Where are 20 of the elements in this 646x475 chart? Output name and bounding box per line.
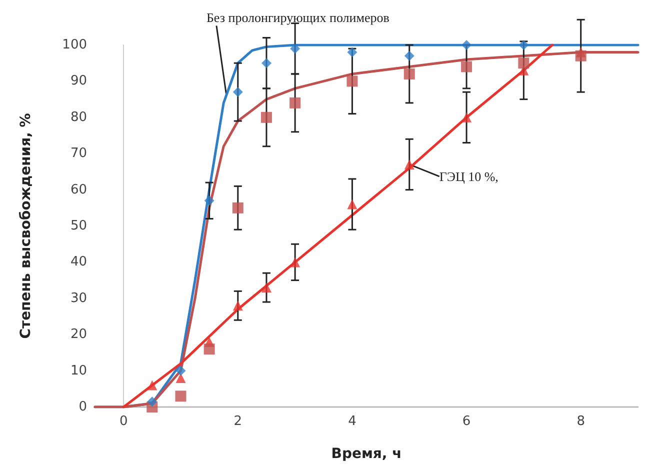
y-tick-label: 40 bbox=[70, 254, 87, 270]
y-tick-label: 80 bbox=[70, 110, 87, 125]
y-axis-title: Степень высвобождения, % bbox=[18, 113, 34, 339]
y-tick-label: 60 bbox=[70, 182, 87, 198]
x-axis-title: Время, ч bbox=[331, 446, 402, 462]
annotation: ГЭЦ 10 %, bbox=[439, 168, 498, 184]
y-tick-label: 100 bbox=[62, 38, 87, 52]
annotation: Без пролонгирующих полимеров bbox=[206, 10, 390, 26]
x-tick-label: 4 bbox=[348, 414, 356, 429]
y-tick-label: 0 bbox=[78, 400, 87, 414]
y-tick-label: 90 bbox=[70, 74, 87, 89]
y-tick-label: 30 bbox=[70, 290, 87, 306]
y-tick-label: 70 bbox=[70, 146, 87, 162]
y-tick-label: 20 bbox=[70, 327, 87, 342]
x-tick-label: 6 bbox=[462, 414, 471, 429]
y-tick-label: 50 bbox=[70, 218, 87, 234]
y-tick-label: 10 bbox=[70, 363, 87, 378]
x-tick-label: 0 bbox=[119, 414, 128, 429]
x-tick-label: 2 bbox=[234, 414, 242, 429]
x-tick-label: 8 bbox=[576, 414, 585, 429]
